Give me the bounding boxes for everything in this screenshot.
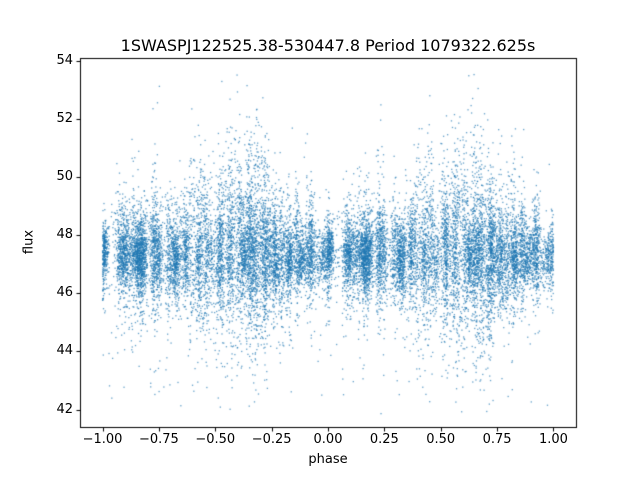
x-tick-label: −0.75 <box>138 432 179 447</box>
x-tick-label: −0.25 <box>251 432 292 447</box>
y-tick-label: 52 <box>56 111 73 127</box>
y-tick-label: 42 <box>56 401 73 417</box>
x-tick-label: 0.50 <box>426 432 456 447</box>
x-tick-label: −1.00 <box>82 432 123 447</box>
y-tick-label: 50 <box>56 169 73 185</box>
chart-title: 1SWASPJ122525.38-530447.8 Period 1079322… <box>120 36 536 55</box>
x-tick-label: 0.25 <box>369 432 399 447</box>
x-tick-label: 0.00 <box>313 432 343 447</box>
x-tick-label: 0.75 <box>482 432 512 447</box>
y-tick-label: 48 <box>56 227 73 243</box>
x-axis-label: phase <box>308 452 348 467</box>
y-tick-label: 54 <box>56 52 73 68</box>
y-tick-label: 46 <box>56 285 73 301</box>
y-tick-label: 44 <box>56 343 73 359</box>
x-tick-label: −0.50 <box>195 432 236 447</box>
x-tick-label: 1.00 <box>538 432 568 447</box>
